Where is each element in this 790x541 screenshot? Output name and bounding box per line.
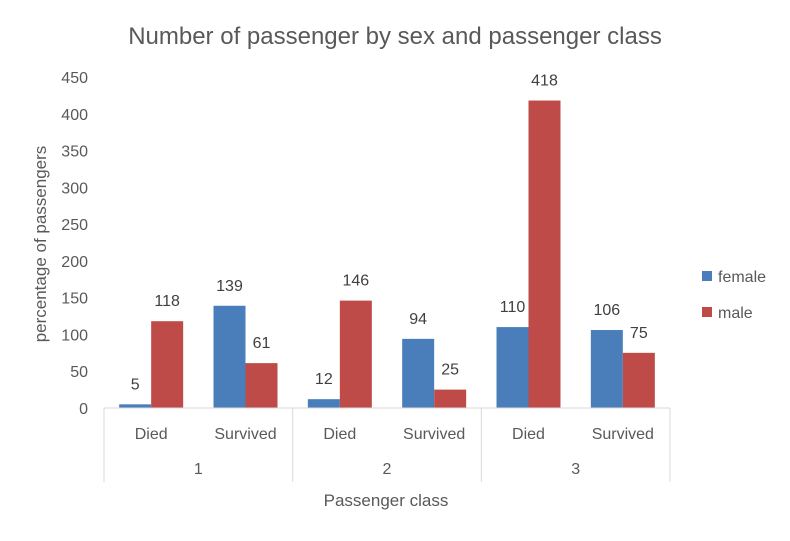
- bar-female: [496, 327, 529, 408]
- bar-female: [213, 305, 246, 408]
- y-tick-label: 0: [79, 401, 88, 418]
- bar-male: [151, 321, 184, 408]
- y-tick-label: 200: [61, 254, 88, 271]
- data-label-male: 146: [342, 273, 369, 290]
- x-category-label: Survived: [214, 426, 276, 443]
- data-label-female: 12: [315, 371, 333, 388]
- y-tick-label: 300: [61, 180, 88, 197]
- x-category-label: Died: [323, 426, 356, 443]
- x-axis: Died Survived Died Survived Died Survived 1 2 3: [103, 407, 671, 482]
- bar-female: [590, 330, 623, 408]
- data-label-male: 118: [154, 293, 180, 310]
- data-label-male: 61: [253, 335, 271, 352]
- legend-label-male: male: [718, 305, 753, 322]
- legend: female male: [702, 269, 766, 322]
- x-category-label: Died: [135, 426, 168, 443]
- data-labels: 5 139 12 94 110 106 118 61 146 25 418 75: [131, 73, 648, 394]
- bar-male: [528, 100, 561, 408]
- data-label-female: 94: [409, 311, 427, 328]
- bar-female: [402, 338, 435, 408]
- legend-swatch-female: [702, 271, 712, 281]
- data-label-male: 25: [441, 362, 459, 379]
- x-group-label: 2: [383, 461, 392, 478]
- y-axis-ticks: 0 50 100 150 200 250 300 350 400 450: [61, 70, 88, 418]
- chart-title: Number of passenger by sex and passenger…: [128, 23, 662, 50]
- bar-male: [245, 363, 278, 408]
- bar-female: [307, 399, 340, 408]
- x-category-label: Died: [512, 426, 545, 443]
- data-label-male: 418: [531, 73, 558, 90]
- data-label-female: 5: [131, 376, 140, 393]
- y-axis-label: percentage of passengers: [31, 146, 50, 343]
- y-tick-label: 250: [61, 217, 88, 234]
- legend-swatch-male: [702, 307, 712, 317]
- x-category-label: Survived: [592, 426, 654, 443]
- y-tick-label: 400: [61, 107, 88, 124]
- x-axis-label: Passenger class: [324, 491, 449, 510]
- bar-male: [622, 352, 655, 408]
- x-category-label: Survived: [403, 426, 465, 443]
- bar-female: [119, 404, 152, 408]
- legend-label-female: female: [718, 269, 766, 286]
- data-label-female: 110: [500, 299, 526, 316]
- x-group-label: 1: [194, 461, 203, 478]
- data-label-male: 75: [630, 325, 648, 342]
- y-tick-label: 450: [61, 70, 88, 87]
- data-label-female: 106: [593, 302, 620, 319]
- bar-series: [119, 100, 655, 408]
- y-tick-label: 50: [70, 364, 88, 381]
- y-tick-label: 350: [61, 144, 88, 161]
- data-label-female: 139: [216, 278, 243, 295]
- bar-male: [434, 389, 467, 408]
- x-group-label: 3: [571, 461, 580, 478]
- y-tick-label: 150: [61, 291, 88, 308]
- y-tick-label: 100: [61, 327, 88, 344]
- bar-male: [339, 300, 372, 408]
